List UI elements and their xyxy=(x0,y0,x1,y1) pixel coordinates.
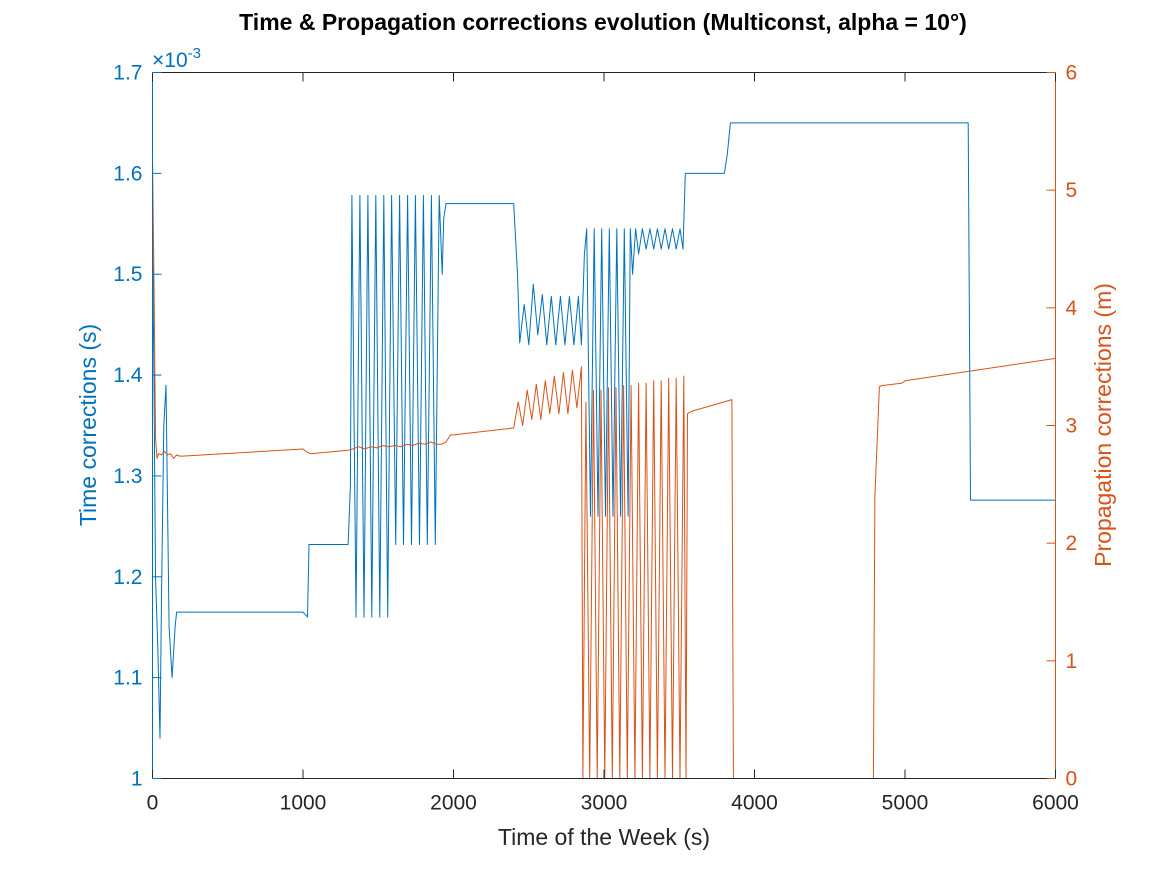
left-axis-ticks: 1 1.1 1.2 1.3 1.4 1.5 1.6 1.7 xyxy=(113,62,162,791)
left-tick-label: 1.7 xyxy=(113,62,142,85)
x-axis-label: Time of the Week (s) xyxy=(498,824,710,850)
x-tick-label: 1000 xyxy=(280,792,327,815)
x-tick-label: 0 xyxy=(147,792,159,815)
left-tick-label: 1.5 xyxy=(113,263,142,286)
right-axis-label: Propagation corrections (m) xyxy=(1090,283,1116,567)
x-tick-label: 6000 xyxy=(1032,792,1079,815)
right-tick-label: 1 xyxy=(1066,650,1078,673)
series-line-left xyxy=(152,122,1056,739)
series-line-right xyxy=(152,154,1056,779)
right-tick-label: 0 xyxy=(1066,768,1078,791)
left-axis-exponent: ×10-3 xyxy=(152,45,201,72)
x-axis-ticks: 0 1000 2000 3000 4000 5000 6000 xyxy=(147,72,1079,815)
left-tick-label: 1.4 xyxy=(113,364,143,387)
right-tick-label: 3 xyxy=(1066,415,1078,438)
left-axis-exponent-power: -3 xyxy=(188,45,201,62)
left-axis-exponent-base: ×10 xyxy=(152,49,188,72)
x-tick-label: 2000 xyxy=(430,792,477,815)
left-axis-label: Time corrections (s) xyxy=(75,324,101,526)
x-tick-label: 5000 xyxy=(882,792,929,815)
x-tick-label: 3000 xyxy=(581,792,628,815)
right-tick-label: 5 xyxy=(1066,179,1078,202)
right-tick-label: 4 xyxy=(1066,297,1078,320)
left-tick-label: 1.6 xyxy=(113,162,142,185)
x-tick-label: 4000 xyxy=(731,792,778,815)
right-tick-label: 6 xyxy=(1066,62,1078,85)
series-layer xyxy=(152,122,1056,779)
right-axis-ticks: 0 1 2 3 4 5 6 xyxy=(1046,62,1078,791)
left-tick-label: 1.3 xyxy=(113,465,142,488)
chart-title: Time & Propagation corrections evolution… xyxy=(239,9,967,35)
left-tick-label: 1 xyxy=(131,768,143,791)
left-tick-label: 1.2 xyxy=(113,566,142,589)
right-tick-label: 2 xyxy=(1066,532,1078,555)
left-tick-label: 1.1 xyxy=(113,667,142,690)
